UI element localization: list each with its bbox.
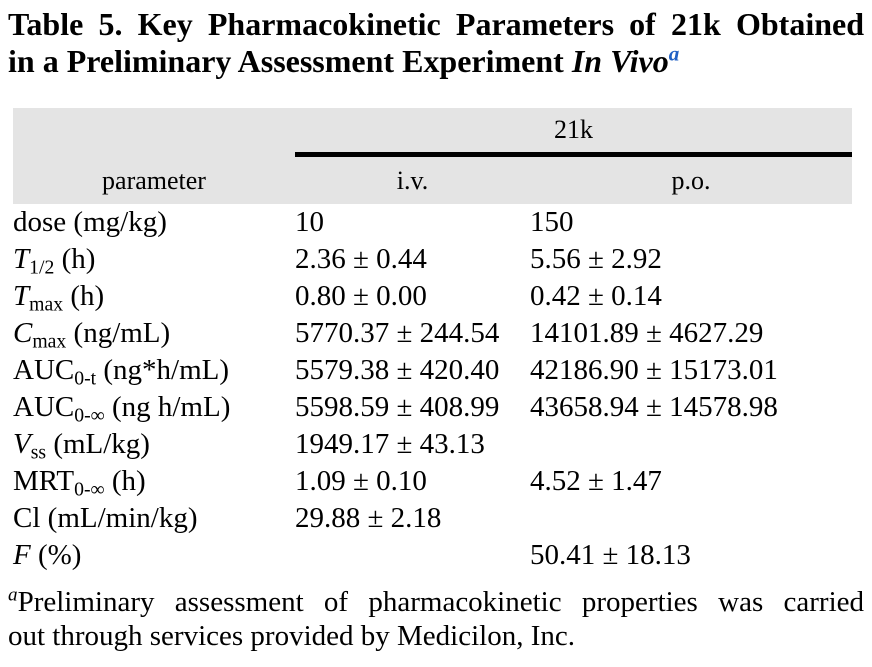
footnote-ref-marker: a [668,41,680,66]
table-caption: Table 5. Key Pharmacokinetic Parameters … [8,6,864,80]
iv-value-cell: 10 [295,206,324,238]
pk-parameters-table: 21k parameter i.v. p.o. dose (mg/kg) 10 15… [13,108,852,574]
parameter-cell: Cl (mL/min/kg) [13,502,198,534]
column-header-iv: i.v. [295,157,530,204]
parameter-cell: dose (mg/kg) [13,206,167,238]
iv-value-cell: 2.36 ± 0.44 [295,243,427,275]
compound-group-header: 21k [295,108,852,157]
footnote-line1-text: Preliminary assessment of pharmacokineti… [17,586,864,618]
parameter-cell: AUC0-∞ (ng h/mL) [13,391,231,427]
footnote-line1: aPreliminary assessment of pharmacokinet… [8,585,864,619]
caption-invivo: In Vivo [571,43,669,79]
po-value-cell: 14101.89 ± 4627.29 [530,317,764,349]
po-value-cell: 0.42 ± 0.14 [530,280,662,312]
table-body: dose (mg/kg) 10 150 T1/2 (h) 2.36 ± 0.44 5.56… [13,204,852,574]
parameter-cell: T1/2 (h) [13,243,96,279]
column-header-parameter: parameter [13,157,295,204]
caption-line1: Table 5. Key Pharmacokinetic Parameters … [8,6,864,42]
parameter-cell: F (%) [13,539,82,571]
po-value-cell: 4.52 ± 1.47 [530,465,662,497]
column-header-po: p.o. [530,157,852,204]
po-value-cell: 50.41 ± 18.13 [530,539,691,571]
iv-value-cell: 5770.37 ± 244.54 [295,317,500,349]
table-row: MRT0-∞ (h) 1.09 ± 0.10 4.52 ± 1.47 [13,463,852,500]
parameter-cell: MRT0-∞ (h) [13,465,146,501]
po-value-cell: 42186.90 ± 15173.01 [530,354,778,386]
iv-value-cell: 1949.17 ± 43.13 [295,428,485,460]
caption-line2: in a Preliminary Assessment Experiment I… [8,43,864,80]
caption-line2-text: in a Preliminary Assessment Experiment [8,43,564,79]
parameter-cell: AUC0-t (ng*h/mL) [13,354,230,390]
po-value-cell: 43658.94 ± 14578.98 [530,391,778,423]
iv-value-cell: 29.88 ± 2.18 [295,502,442,534]
table-row: AUC0-∞ (ng h/mL) 5598.59 ± 408.99 43658.94… [13,389,852,426]
iv-value-cell: 1.09 ± 0.10 [295,465,427,497]
parameter-cell: Tmax (h) [13,280,105,316]
parameter-cell: Vss (mL/kg) [13,428,150,464]
footnote: aPreliminary assessment of pharmacokinet… [8,585,864,653]
iv-value-cell: 0.80 ± 0.00 [295,280,427,312]
footnote-line2: out through services provided by Medicil… [8,620,575,652]
po-value-cell: 5.56 ± 2.92 [530,243,662,275]
footnote-marker: a [8,584,18,606]
table-row: AUC0-t (ng*h/mL) 5579.38 ± 420.40 42186.90… [13,352,852,389]
po-value-cell [530,500,852,537]
table-row: Cl (mL/min/kg) 29.88 ± 2.18 [13,500,852,537]
table-row: Vss (mL/kg) 1949.17 ± 43.13 [13,426,852,463]
po-value-cell [530,426,852,463]
po-value-cell: 150 [530,206,574,238]
table-row: Cmax (ng/mL) 5770.37 ± 244.54 14101.89 ± 4… [13,315,852,352]
empty-header-cell [13,108,295,157]
table-row: T1/2 (h) 2.36 ± 0.44 5.56 ± 2.92 [13,241,852,278]
table-row: dose (mg/kg) 10 150 [13,204,852,241]
iv-value-cell: 5598.59 ± 408.99 [295,391,500,423]
parameter-cell: Cmax (ng/mL) [13,317,171,353]
iv-value-cell: 5579.38 ± 420.40 [295,354,500,386]
table-row: Tmax (h) 0.80 ± 0.00 0.42 ± 0.14 [13,278,852,315]
table-row: F (%) 50.41 ± 18.13 [13,537,852,574]
group-header-row: 21k [13,108,852,157]
table-header: 21k parameter i.v. p.o. [13,108,852,204]
column-header-row: parameter i.v. p.o. [13,157,852,204]
iv-value-cell [295,537,530,574]
